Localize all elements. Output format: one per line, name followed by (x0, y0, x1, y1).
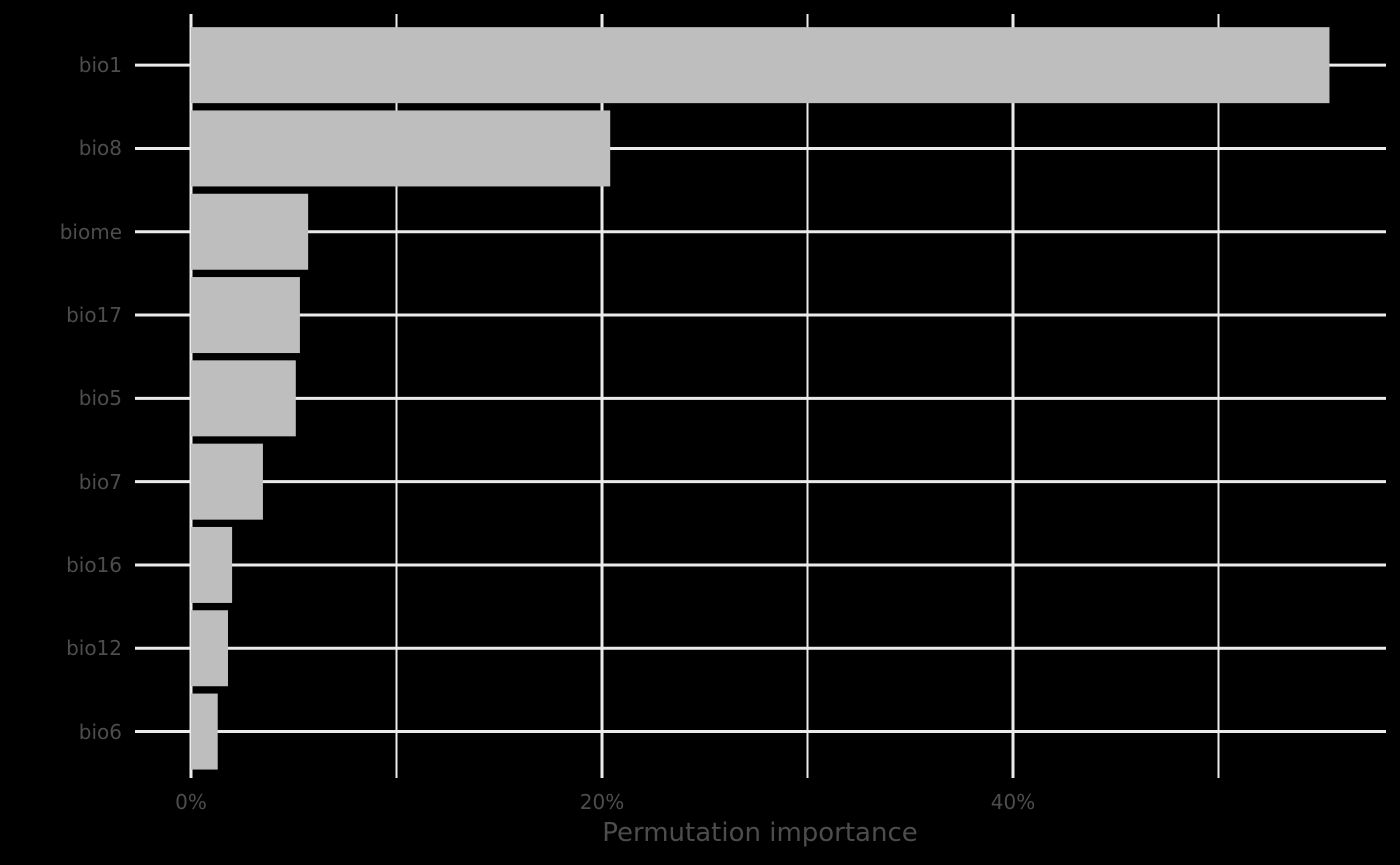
bar-bio6 (191, 693, 218, 770)
bar-biome (191, 193, 309, 270)
y-label-bio8: bio8 (78, 136, 122, 161)
bar-bio5 (191, 360, 296, 437)
x-axis-title: Permutation importance (602, 818, 918, 848)
bar-bio12 (191, 610, 228, 687)
y-label-bio6: bio6 (78, 719, 122, 744)
x-tick-label: 0% (175, 790, 207, 814)
bars (191, 27, 1330, 770)
y-label-bio12: bio12 (66, 636, 122, 661)
y-label-biome: biome (59, 219, 122, 244)
bar-bio16 (191, 526, 233, 603)
bar-bio7 (191, 443, 263, 520)
y-label-bio7: bio7 (78, 469, 122, 494)
bar-bio17 (191, 277, 300, 354)
gridlines (135, 14, 1386, 778)
y-label-bio5: bio5 (78, 386, 122, 411)
y-label-bio17: bio17 (66, 303, 122, 328)
x-tick-label: 20% (579, 790, 625, 814)
y-label-bio16: bio16 (66, 552, 122, 577)
bar-bio1 (191, 27, 1330, 104)
x-tick-label: 40% (990, 790, 1036, 814)
y-label-bio1: bio1 (78, 53, 122, 78)
bar-bio8 (191, 110, 611, 187)
